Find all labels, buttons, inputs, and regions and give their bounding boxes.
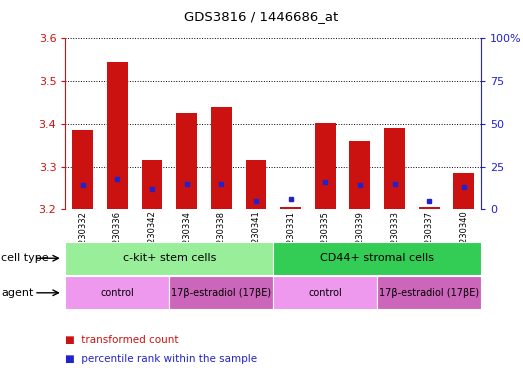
Bar [349,141,370,209]
Text: 17β-estradiol (17βE): 17β-estradiol (17βE) [171,288,271,298]
Bar [453,173,474,209]
Bar [176,113,197,209]
Bar [384,128,405,209]
Text: 17β-estradiol (17βE): 17β-estradiol (17βE) [379,288,479,298]
Text: GDS3816 / 1446686_at: GDS3816 / 1446686_at [185,10,338,23]
Text: agent: agent [1,288,33,298]
Bar [211,107,232,209]
Text: ■  percentile rank within the sample: ■ percentile rank within the sample [65,354,257,364]
Text: control: control [309,288,342,298]
Text: CD44+ stromal cells: CD44+ stromal cells [320,253,434,263]
Text: cell type: cell type [1,253,49,263]
Bar [142,160,162,209]
Bar [246,160,266,209]
Bar [72,130,93,209]
Bar [280,207,301,209]
Text: c-kit+ stem cells: c-kit+ stem cells [122,253,216,263]
Bar [315,123,336,209]
Bar [107,62,128,209]
Text: ■  transformed count: ■ transformed count [65,335,179,345]
Text: control: control [100,288,134,298]
Bar [419,207,439,209]
